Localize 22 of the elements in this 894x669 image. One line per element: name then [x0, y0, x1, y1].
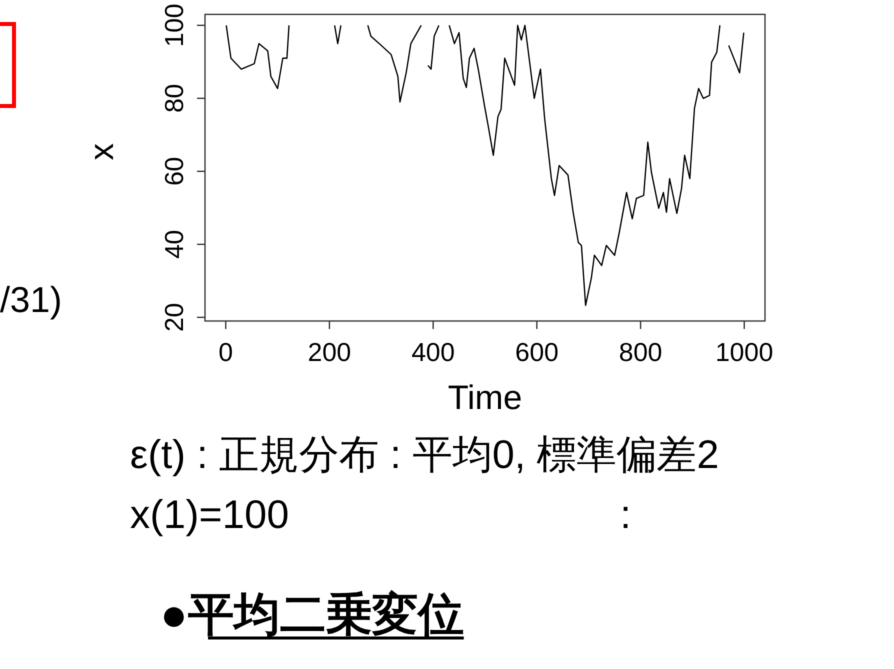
y-tick-label: 80 [159, 84, 189, 113]
x-tick-label: 600 [515, 337, 559, 367]
y-tick-label: 20 [159, 302, 189, 332]
annotation: /31) [0, 279, 62, 320]
x-tick-label: 800 [618, 337, 662, 367]
y-axis-title: x [83, 143, 121, 160]
x-tick-label: 400 [411, 337, 455, 367]
x-tick-label: 0 [218, 337, 233, 367]
x-tick-label: 200 [308, 337, 352, 367]
x-axis-title: Time [448, 379, 522, 417]
y-tick-label: 60 [159, 156, 189, 186]
annotation: x(1)=100 [130, 493, 289, 537]
line-series [427, 24, 440, 70]
line-series [367, 24, 422, 103]
y-tick-label: 100 [159, 4, 189, 48]
annotation: ●平均二乗変位 [160, 588, 464, 640]
line-series [448, 24, 721, 306]
y-tick-label: 40 [159, 230, 189, 259]
line-series [226, 24, 290, 90]
x-tick-label: 1000 [715, 337, 774, 367]
annotation: : [620, 493, 632, 537]
annotation: ε(t) : 正規分布 : 平均0, 標準偏差2 [130, 433, 719, 477]
